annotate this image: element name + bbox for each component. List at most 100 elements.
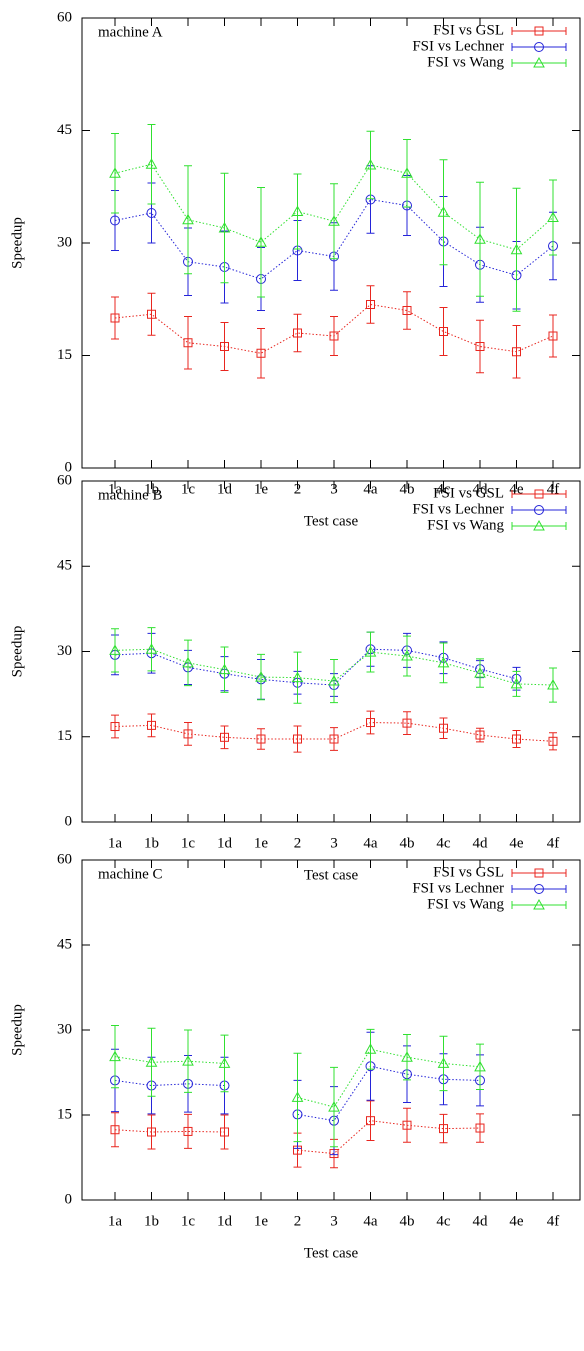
error-bar	[293, 313, 302, 353]
panel: 0 15 30 45 60 1a 1b 1c 1d 1e 2 3 4a 4b 4c 4d 4e 4f Test ca…	[9, 9, 581, 529]
legend-label: FSI vs Wang	[427, 54, 504, 70]
marker	[109, 167, 121, 178]
error-bar	[403, 635, 411, 677]
marker	[474, 667, 486, 678]
legend-marker	[533, 519, 545, 531]
error-bar	[439, 1113, 448, 1144]
y-tick-label: 15	[57, 728, 72, 744]
error-bar	[366, 631, 375, 673]
error-bar	[476, 658, 484, 688]
marker	[147, 1127, 156, 1137]
x-tick-label: 1d	[217, 1213, 233, 1229]
marker	[474, 233, 486, 244]
y-tick-label: 0	[65, 1191, 73, 1207]
legend-marker	[533, 56, 545, 68]
marker	[548, 736, 558, 746]
marker	[402, 1120, 412, 1130]
error-bar	[366, 1100, 375, 1141]
series-line	[114, 1048, 481, 1108]
legend-marker	[533, 898, 545, 910]
error-bar	[439, 159, 448, 266]
annotation: machine B	[98, 487, 163, 503]
marker	[183, 729, 193, 739]
marker	[109, 1050, 121, 1062]
x-tick-label: 4c	[436, 1213, 451, 1229]
marker	[147, 720, 156, 730]
legend-label: FSI vs Wang	[427, 517, 504, 533]
error-bar	[476, 1043, 484, 1090]
legend-swatch	[511, 885, 567, 893]
marker	[145, 158, 158, 169]
x-tick-label: 1c	[181, 1213, 196, 1229]
marker	[364, 158, 377, 170]
marker	[218, 1057, 231, 1068]
legend-swatch	[511, 59, 567, 67]
error-bar	[220, 322, 229, 371]
marker	[437, 1057, 450, 1068]
marker	[439, 723, 448, 733]
x-tick-label: 3	[330, 1213, 338, 1229]
marker	[439, 1124, 448, 1134]
error-bar	[257, 653, 265, 701]
marker	[110, 1125, 120, 1135]
marker	[110, 722, 120, 732]
marker	[220, 1127, 229, 1137]
error-bar	[220, 646, 229, 693]
y-axis-label: Speedup	[9, 626, 25, 678]
marker	[364, 1043, 377, 1054]
error-bar	[476, 319, 484, 374]
marker	[475, 1123, 485, 1133]
x-tick-label: 4b	[400, 835, 415, 851]
x-tick-label: 3	[330, 481, 338, 497]
error-bar	[439, 1035, 448, 1092]
error-bar	[330, 183, 338, 260]
error-bar	[293, 173, 302, 250]
error-bar	[366, 130, 375, 200]
error-bar	[549, 314, 557, 358]
x-tick-label: 4d	[473, 1213, 489, 1229]
error-bar	[330, 658, 338, 704]
marker	[109, 644, 121, 655]
legend-swatch	[511, 901, 567, 909]
x-tick-label: 4e	[509, 481, 524, 497]
x-axis-label: Test case	[304, 867, 359, 883]
error-bar	[184, 316, 192, 370]
series-line	[114, 1065, 481, 1122]
marker	[291, 671, 304, 683]
error-bar	[147, 292, 156, 336]
marker	[366, 300, 375, 309]
error-bar	[147, 124, 156, 205]
x-tick-label: 4d	[473, 481, 489, 497]
legend-swatch	[511, 490, 567, 498]
marker	[437, 206, 450, 217]
marker	[182, 213, 194, 225]
marker	[401, 650, 413, 661]
plot-frame	[81, 17, 581, 469]
x-tick-label: 1e	[254, 481, 269, 497]
error-bar	[476, 1113, 484, 1143]
error-bar	[111, 1024, 119, 1089]
x-tick-label: 4a	[363, 835, 378, 851]
marker	[110, 313, 120, 323]
error-bar	[549, 732, 557, 751]
y-tick-label: 0	[65, 813, 73, 829]
error-bar	[330, 727, 338, 751]
marker	[291, 1091, 304, 1102]
legend-swatch	[511, 27, 567, 35]
marker	[218, 663, 231, 675]
legend-swatch	[511, 43, 567, 51]
x-tick-label: 4f	[547, 1213, 560, 1229]
y-axis-label: Speedup	[9, 1004, 25, 1056]
error-bar	[220, 1114, 229, 1150]
error-bar	[330, 1066, 338, 1148]
x-tick-label: 4a	[363, 1213, 378, 1229]
marker	[255, 671, 267, 682]
error-bar	[257, 728, 265, 750]
annotation: machine C	[98, 866, 163, 882]
y-tick-label: 15	[57, 347, 72, 363]
x-axis-label: Test case	[304, 1245, 359, 1261]
error-bar	[366, 1028, 375, 1070]
marker	[510, 243, 523, 255]
y-tick-label: 30	[57, 234, 72, 250]
